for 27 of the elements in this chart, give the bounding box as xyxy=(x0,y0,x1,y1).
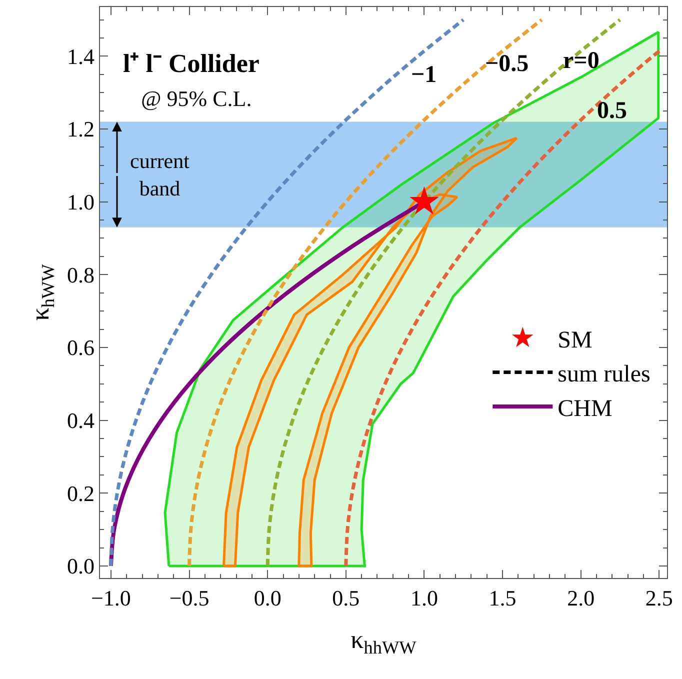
annotation: @ 95% C.L. xyxy=(141,86,252,111)
y-tick-label: 1.4 xyxy=(67,44,94,69)
x-tick-label: 1.5 xyxy=(488,586,516,610)
y-tick-label: 1.2 xyxy=(67,116,94,142)
line-series xyxy=(109,18,466,568)
x-tick-label: 2.5 xyxy=(645,586,673,610)
x-tick-label: 0.0 xyxy=(254,586,282,610)
x-tick-label: 1.0 xyxy=(410,586,438,610)
y-tick-label: 0.8 xyxy=(67,262,94,288)
annotation: −0.5 xyxy=(485,51,529,77)
annotation: −1 xyxy=(411,62,437,88)
band-label: current band xyxy=(130,149,190,200)
y-tick-label: 0.0 xyxy=(67,554,94,579)
legend-label: sum rules xyxy=(558,362,650,388)
annotation: l⁺ l⁻ Collider xyxy=(123,49,260,78)
y-tick-label: 0.6 xyxy=(67,335,94,360)
x-axis-title: κ$_{hhWW}$ xyxy=(350,625,418,658)
y-tick-label: 0.4 xyxy=(67,408,94,434)
x-tick-label: 2.0 xyxy=(567,586,595,610)
y-tick-label: 1.0 xyxy=(67,190,94,215)
x-tick-label: −1.0 xyxy=(91,586,131,610)
y-tick-label: 0.2 xyxy=(67,480,94,506)
legend-label: CHM xyxy=(558,396,612,422)
x-tick-label: −0.5 xyxy=(169,586,210,610)
annotation: 0.5 xyxy=(597,98,627,124)
x-tick-label: 0.5 xyxy=(332,586,360,610)
legend-label: SM xyxy=(558,327,592,354)
